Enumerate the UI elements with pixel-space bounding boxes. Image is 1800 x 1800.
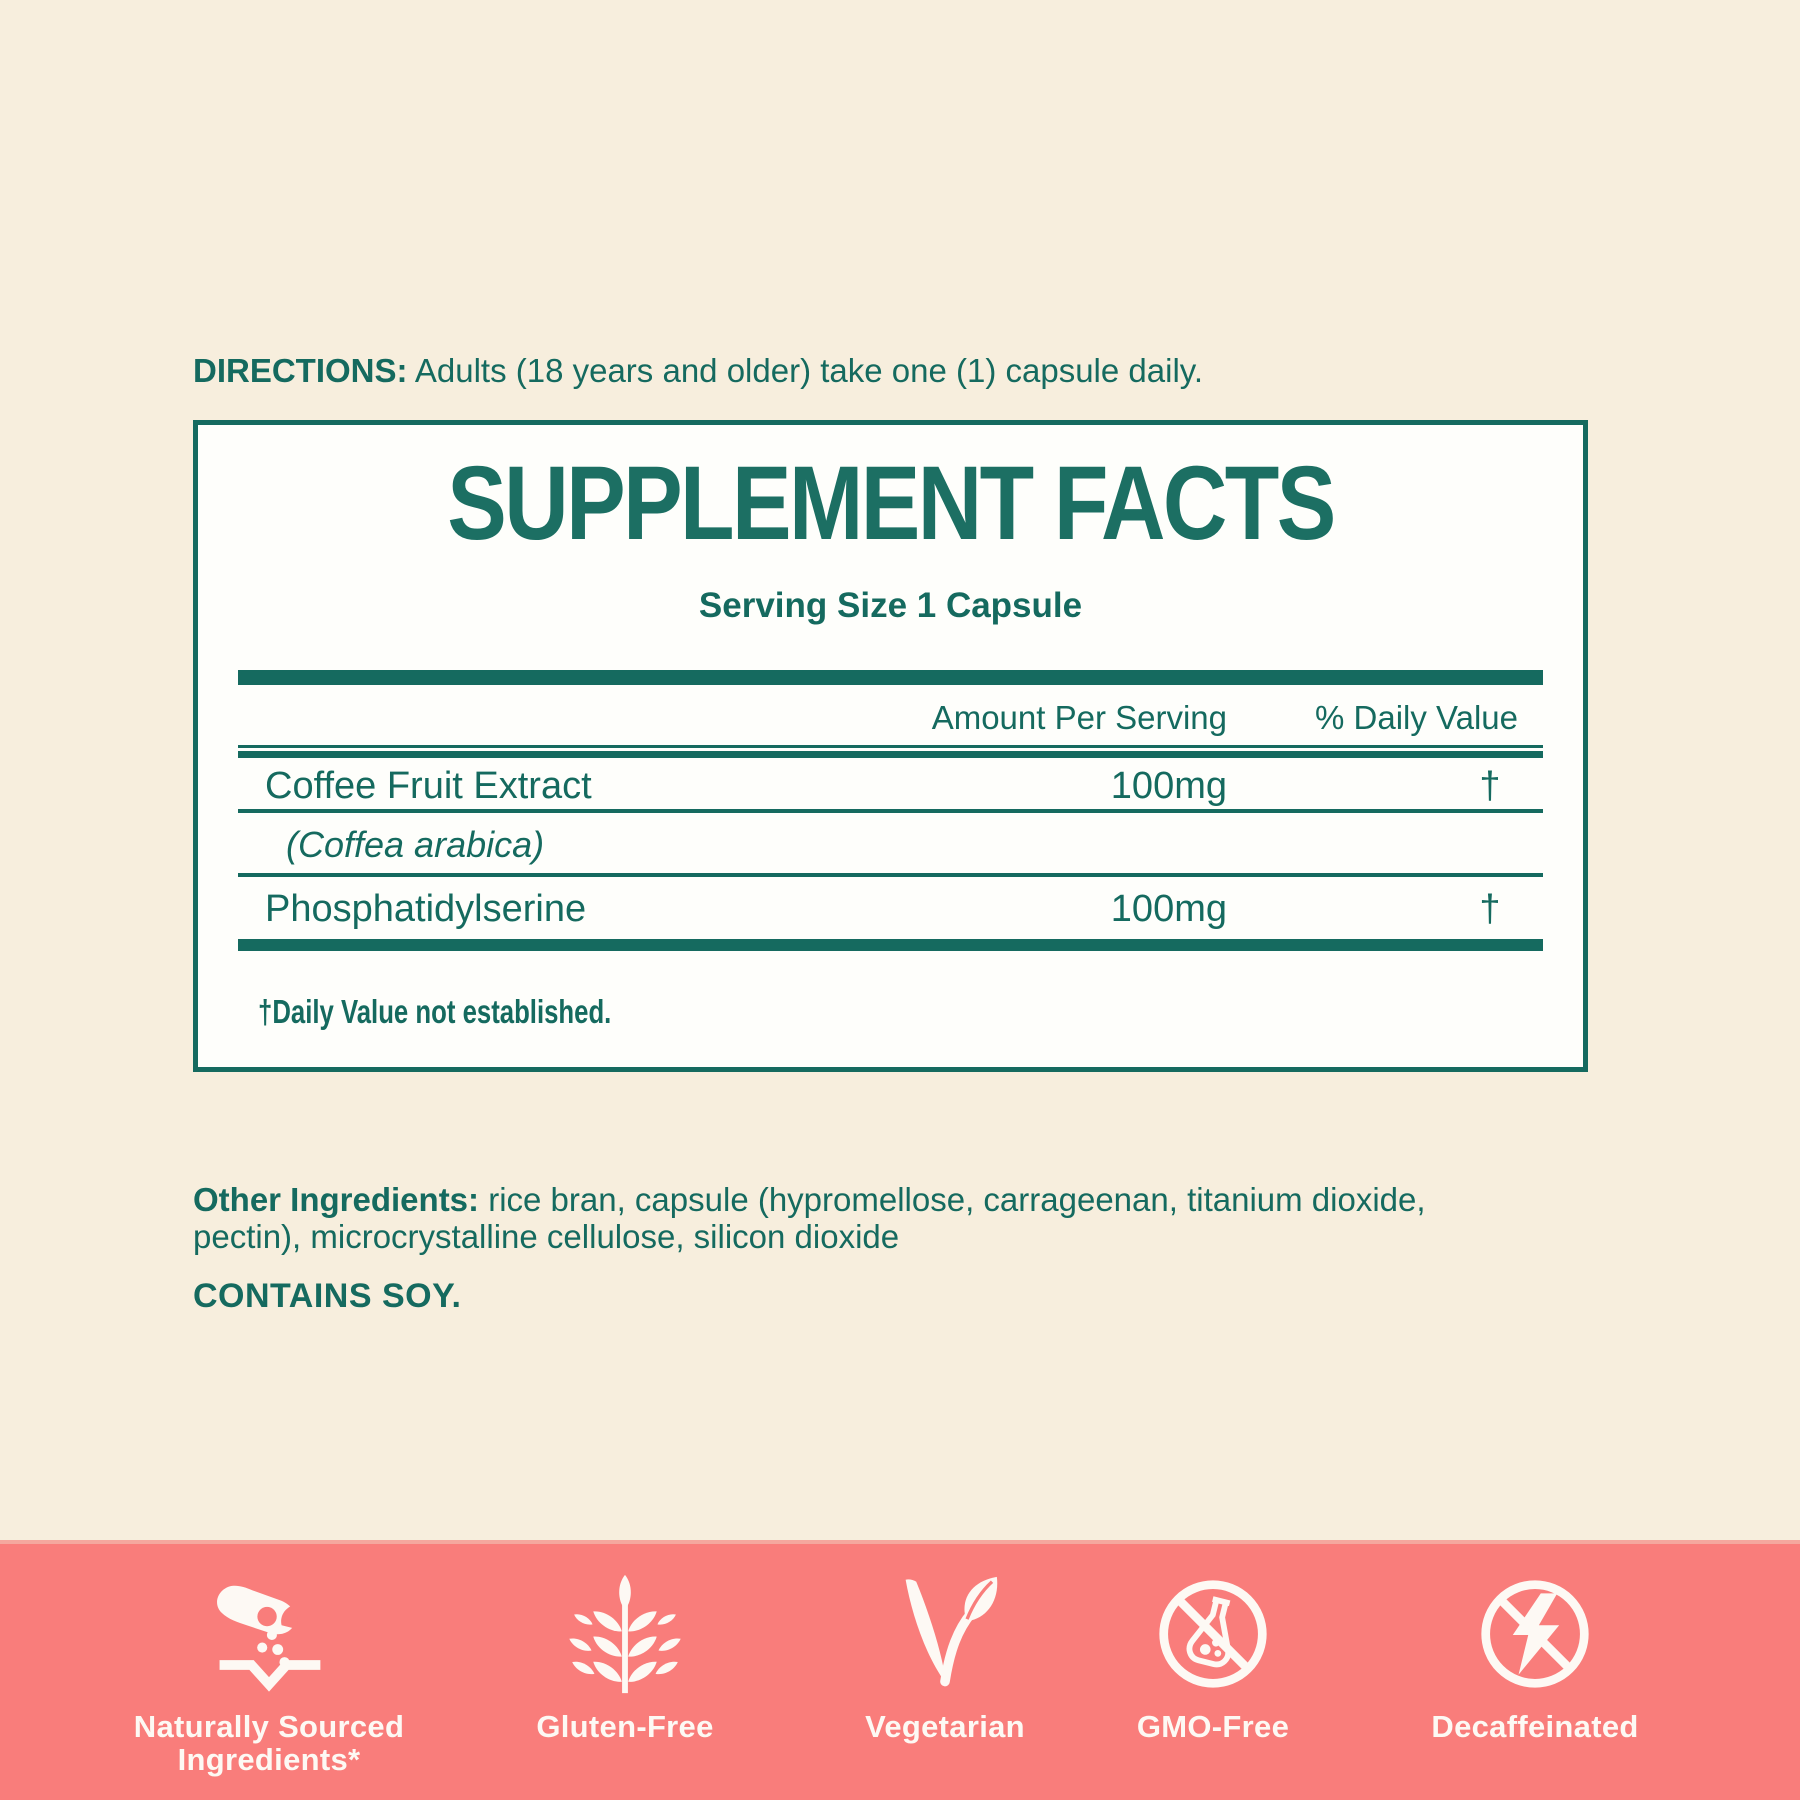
other-ingredients-line1: rice bran, capsule (hypromellose, carrag… xyxy=(479,1181,1426,1218)
amount-column-header: Amount Per Serving xyxy=(931,699,1227,736)
badge-label: GMO-Free xyxy=(1136,1709,1290,1744)
other-ingredients: Other Ingredients: rice bran, capsule (h… xyxy=(193,1181,1593,1255)
daily-value-column-header: % Daily Value xyxy=(1315,699,1518,736)
daily-value-footnote: †Daily Value not established. xyxy=(258,993,612,1030)
no-gmo-flask-icon xyxy=(1159,1580,1267,1688)
badge-label: Vegetarian xyxy=(865,1709,1025,1744)
badge-label-line2: Ingredients* xyxy=(177,1742,361,1777)
directions-body: Adults (18 years and older) take one (1)… xyxy=(407,352,1203,389)
ingredient-botanical-name: (Coffea arabica) xyxy=(286,824,545,865)
table-row: Coffee Fruit Extract 100mg † xyxy=(238,758,1543,807)
no-caffeine-lightning-icon xyxy=(1481,1580,1589,1688)
table-top-rule xyxy=(238,670,1543,685)
wheat-icon xyxy=(567,1574,683,1694)
ingredient-amount: 100mg xyxy=(1110,765,1227,807)
ingredient-daily-value: † xyxy=(1479,765,1501,807)
other-ingredients-label: Other Ingredients: xyxy=(193,1181,480,1218)
badge-vegetarian: Vegetarian xyxy=(795,1570,1095,1743)
hand-sprinkling-seeds-icon xyxy=(217,1585,321,1692)
badge-naturally-sourced: Naturally Sourced Ingredients* xyxy=(119,1570,419,1776)
ingredient-daily-value: † xyxy=(1479,888,1501,930)
badge-gluten-free: Gluten-Free xyxy=(475,1570,775,1743)
facts-table: Amount Per Serving % Daily Value Coffee … xyxy=(238,670,1543,1031)
row-rule xyxy=(238,809,1543,813)
directions-label: DIRECTIONS: xyxy=(193,352,408,389)
other-ingredients-line2: pectin), microcrystalline cellulose, sil… xyxy=(193,1218,900,1255)
badges-band: Naturally Sourced Ingredients* xyxy=(0,1540,1800,1800)
vegetarian-v-leaf-icon xyxy=(905,1576,998,1687)
table-row: Phosphatidylserine 100mg † xyxy=(238,877,1543,933)
badge-label: Decaffeinated xyxy=(1431,1709,1639,1744)
row-rule xyxy=(238,873,1543,877)
table-bottom-rule xyxy=(238,939,1543,951)
badge-decaffeinated: Decaffeinated xyxy=(1385,1570,1685,1743)
serving-size: Serving Size 1 Capsule xyxy=(698,586,1083,625)
allergen-statement: CONTAINS SOY. xyxy=(193,1277,462,1315)
table-header-row: Amount Per Serving % Daily Value xyxy=(238,685,1543,745)
ingredient-name: Coffee Fruit Extract xyxy=(265,765,592,807)
ingredient-name: Phosphatidylserine xyxy=(265,888,587,930)
directions-text: DIRECTIONS: Adults (18 years and older) … xyxy=(193,351,1643,391)
table-row: (Coffea arabica) xyxy=(238,813,1543,871)
badge-label: Gluten-Free xyxy=(536,1709,714,1744)
badge-label: Naturally Sourced xyxy=(133,1709,405,1744)
ingredient-amount: 100mg xyxy=(1110,888,1227,930)
badge-gmo-free: GMO-Free xyxy=(1063,1570,1363,1743)
supplement-facts-panel: SUPPLEMENT FACTS Serving Size 1 Capsule … xyxy=(193,420,1588,1072)
panel-title: SUPPLEMENT FACTS xyxy=(447,445,1336,562)
header-double-rule xyxy=(238,745,1543,758)
